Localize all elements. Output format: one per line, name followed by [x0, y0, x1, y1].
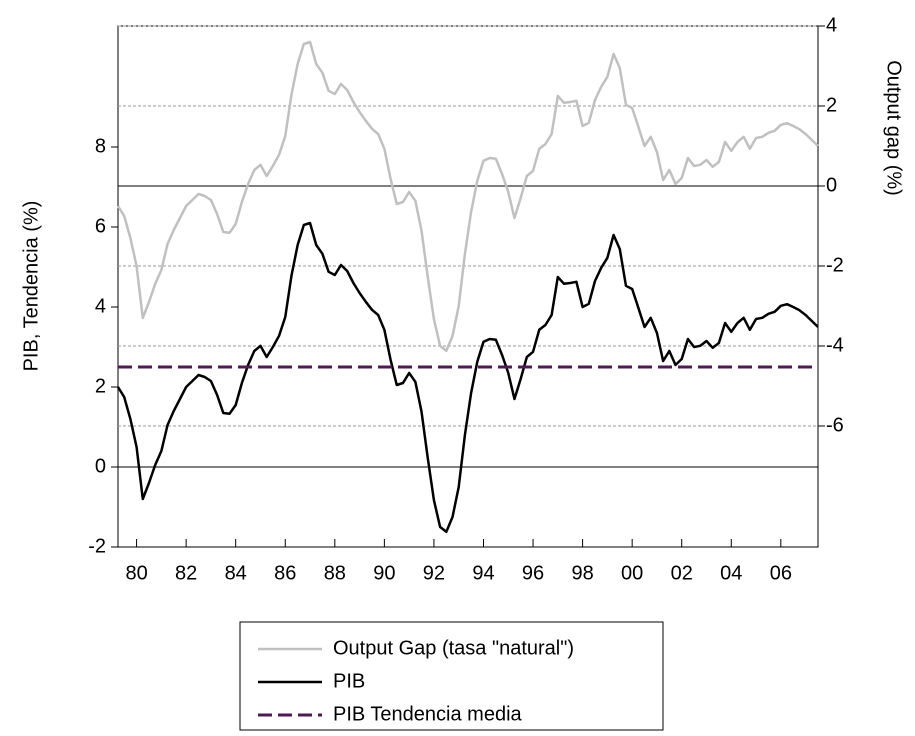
y-tick-label: 0 — [95, 455, 106, 477]
y2-tick-label: 4 — [826, 14, 837, 36]
x-tick-label: 96 — [522, 562, 544, 584]
y2-axis-label: Output gap (%) — [883, 60, 905, 196]
y-tick-label: 6 — [95, 215, 106, 237]
legend-label: PIB Tendencia media — [333, 703, 523, 725]
y-tick-label: 8 — [95, 135, 106, 157]
y2-tick-label: -2 — [826, 254, 844, 276]
y-tick-label: 4 — [95, 295, 106, 317]
x-tick-label: 82 — [175, 562, 197, 584]
y-tick-label: 2 — [95, 375, 106, 397]
y2-tick-label: 0 — [826, 174, 837, 196]
x-tick-label: 90 — [373, 562, 395, 584]
x-tick-label: 86 — [274, 562, 296, 584]
series-line — [116, 40, 819, 353]
legend-box — [239, 621, 664, 731]
y-tick-label: -2 — [88, 535, 106, 557]
x-tick-label: 00 — [621, 562, 643, 584]
x-tick-label: 02 — [671, 562, 693, 584]
x-tick-label: 98 — [571, 562, 593, 584]
plot-frame — [117, 25, 819, 548]
y2-tick-label: -6 — [826, 414, 844, 436]
legend-label: Output Gap (tasa "natural") — [333, 637, 574, 659]
y2-tick-label: -4 — [826, 334, 844, 356]
x-tick-label: 88 — [324, 562, 346, 584]
legend-label: PIB — [333, 670, 365, 692]
x-tick-label: 92 — [423, 562, 445, 584]
y-axis-label: PIB, Tendencia (%) — [20, 201, 42, 372]
x-tick-label: 06 — [770, 562, 792, 584]
x-tick-label: 84 — [225, 562, 247, 584]
x-tick-label: 94 — [472, 562, 494, 584]
series-line — [116, 221, 819, 534]
x-tick-label: 04 — [720, 562, 742, 584]
y2-tick-label: 2 — [826, 94, 837, 116]
x-tick-label: 80 — [125, 562, 147, 584]
